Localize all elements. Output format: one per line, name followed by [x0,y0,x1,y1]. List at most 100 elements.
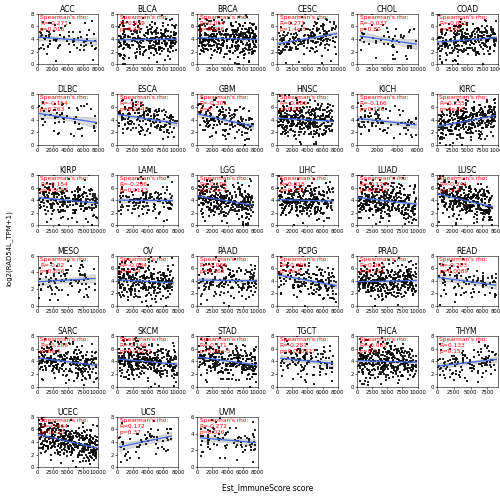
Point [468,39,475,47]
Point [454,274,462,282]
Point [198,42,206,50]
Point [376,115,384,123]
Point [222,27,230,35]
Point [238,192,246,200]
Point [390,43,398,51]
Point [404,44,412,52]
Point [151,38,159,46]
Point [402,53,410,61]
Point [449,206,457,214]
Point [247,274,255,282]
Point [465,187,473,195]
Point [141,115,149,123]
Point [229,38,237,46]
Point [314,281,322,289]
Point [116,291,124,299]
Point [62,194,70,202]
Point [148,283,156,291]
Point [401,365,409,373]
Point [370,276,378,284]
Point [328,123,336,130]
Point [58,435,66,443]
Point [296,199,304,207]
Point [228,340,236,348]
Point [389,56,397,63]
Point [392,274,400,282]
Point [400,276,407,284]
Point [360,361,368,369]
Point [126,351,134,359]
Point [38,428,46,436]
Point [122,38,130,46]
Point [204,25,212,33]
Point [120,22,128,30]
Point [133,359,141,367]
Point [246,201,254,209]
Point [284,340,292,348]
Point [134,34,141,42]
Point [451,356,459,364]
Point [92,451,100,459]
Point [162,196,170,204]
Point [88,358,96,366]
Point [316,358,324,366]
Point [317,350,325,358]
Point [168,367,176,375]
Point [378,282,386,290]
Point [389,362,397,370]
Point [204,180,212,188]
Point [200,351,207,359]
Point [47,259,55,267]
Point [488,203,496,211]
Point [49,181,57,188]
Point [86,39,94,47]
Point [394,203,402,211]
Point [382,293,390,301]
Point [482,123,490,131]
Point [292,201,300,209]
Point [356,278,364,286]
Point [146,302,154,310]
Point [197,354,205,362]
Point [242,41,250,49]
Point [224,32,232,40]
Point [480,284,488,292]
Point [441,271,449,279]
Point [230,354,238,362]
Point [132,201,140,209]
Point [404,201,412,209]
Point [153,274,161,282]
Point [146,353,154,361]
Point [276,194,284,202]
Point [86,439,94,447]
Point [144,29,152,37]
Point [164,348,172,356]
Point [332,33,340,41]
Point [308,289,316,297]
Point [120,270,128,278]
Point [325,269,333,277]
Point [481,28,489,36]
Point [210,198,218,206]
Point [118,289,126,297]
Point [326,342,334,350]
Point [198,187,206,195]
Point [298,205,306,213]
Point [42,343,50,351]
Point [366,354,374,362]
Point [142,284,150,292]
Point [445,117,453,125]
Point [66,340,74,348]
Point [385,196,393,204]
Point [152,124,160,132]
Point [196,39,203,47]
Point [304,266,312,274]
Point [132,337,140,345]
Point [214,350,222,358]
Point [317,39,325,47]
Point [46,440,54,448]
Point [300,207,308,215]
Point [395,207,403,215]
Point [202,120,210,128]
Point [154,354,162,362]
